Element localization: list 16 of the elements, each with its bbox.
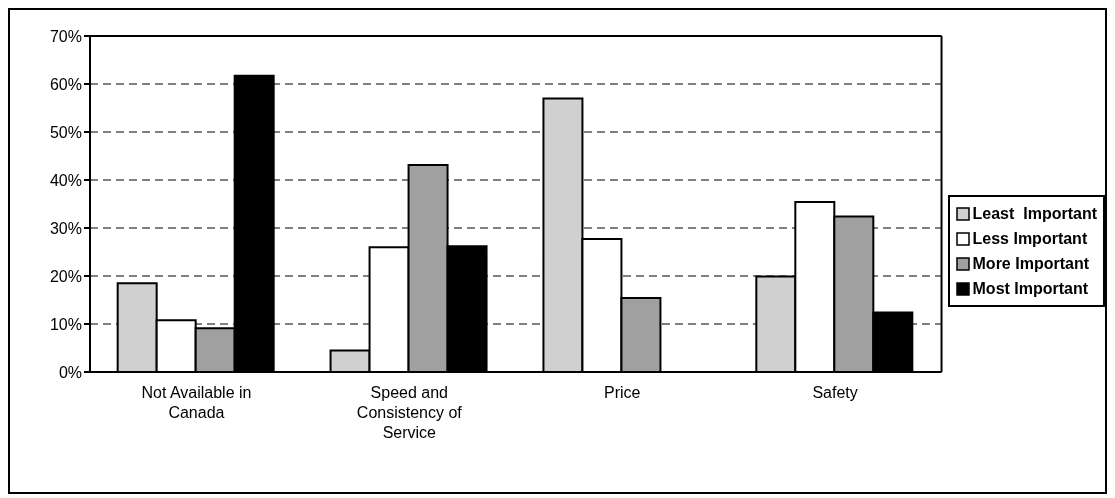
y-tick-label: 0% <box>58 363 82 381</box>
x-tick-label: Speed and Consistency of Service <box>356 384 463 441</box>
y-tick-label: 40% <box>49 171 82 189</box>
x-tick-label: Safety <box>812 384 858 401</box>
y-tick-label: 70% <box>49 27 82 45</box>
y-tick-label: 20% <box>49 267 82 285</box>
x-tick-label: Price <box>603 384 641 401</box>
legend-label: Most Important <box>972 279 1089 299</box>
y-tick-label: 60% <box>49 75 82 93</box>
legend-label: Less Important <box>972 229 1088 249</box>
x-tick-label: Not Available in Canada <box>141 384 252 421</box>
y-tick-label: 30% <box>49 219 82 237</box>
y-tick-label: 50% <box>49 123 82 141</box>
y-tick-label: 10% <box>49 315 82 333</box>
legend-label: Least Important <box>972 204 1097 224</box>
legend-label: More Important <box>972 254 1089 274</box>
